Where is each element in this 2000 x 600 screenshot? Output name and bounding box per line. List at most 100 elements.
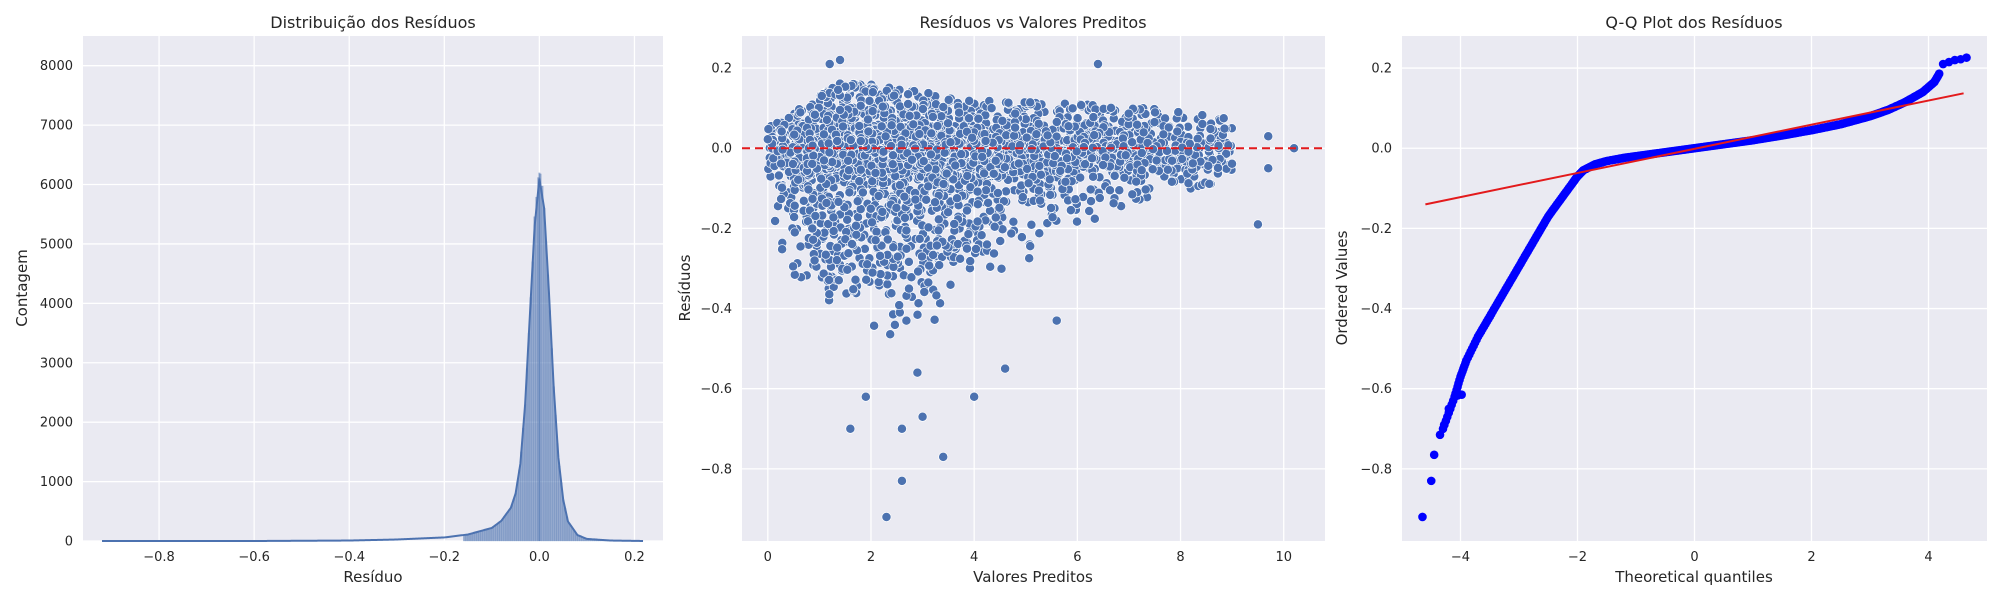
histogram-bar: [533, 216, 536, 542]
histogram-x-axis-label: Resíduo: [343, 568, 402, 586]
residual-point: [1034, 228, 1045, 239]
histogram-y-tick-label: 7000: [40, 119, 73, 134]
residual-point: [945, 279, 956, 290]
residual-point: [1008, 216, 1019, 227]
residual-point: [913, 266, 924, 277]
residual-point: [877, 206, 888, 217]
residual-point: [935, 298, 946, 309]
residual-point: [1204, 178, 1215, 189]
residual-point: [976, 230, 987, 241]
qq-tail-point: [1435, 430, 1445, 440]
residuals-scatter-y-axis-label: Resíduos: [676, 254, 694, 321]
residual-point: [988, 168, 999, 179]
residual-point: [855, 100, 866, 111]
residual-point: [901, 243, 912, 254]
residual-point: [903, 99, 914, 109]
residual-point: [1197, 119, 1208, 129]
residual-point: [990, 212, 1001, 223]
residual-point: [954, 107, 965, 118]
histogram-bar: [503, 516, 506, 542]
residual-point: [1109, 170, 1120, 181]
residual-point: [854, 121, 865, 131]
histogram-bar: [485, 529, 489, 542]
histogram-bar: [487, 528, 491, 542]
residual-point: [838, 121, 848, 132]
histogram-y-tick-label: 2000: [40, 416, 73, 431]
residual-point: [914, 233, 925, 244]
residual-point: [1088, 112, 1099, 123]
histogram-bar: [548, 310, 552, 542]
qq-tail-point: [1418, 512, 1427, 522]
residual-point: [876, 121, 887, 132]
residual-point: [1187, 158, 1198, 169]
qq-tail-point: [1426, 476, 1436, 486]
residual-point: [1149, 117, 1160, 128]
residual-point: [842, 214, 853, 225]
residuals-scatter-x-tick-label: 2: [867, 550, 875, 565]
residual-outlier-point: [860, 391, 871, 402]
histogram-bar: [474, 532, 477, 542]
residual-point: [917, 251, 927, 262]
residual-point: [1138, 127, 1149, 138]
qq-y-tick-label: −0.2: [1360, 222, 1392, 237]
histogram-bar: [478, 531, 481, 542]
residual-point: [867, 217, 877, 228]
residual-point: [850, 274, 861, 285]
residual-point: [901, 315, 912, 326]
histogram-bar: [544, 241, 548, 542]
residual-point: [865, 203, 876, 214]
residual-point: [900, 212, 910, 223]
residual-point: [1070, 194, 1081, 205]
qq-x-axis-label: Theoretical quantiles: [1614, 568, 1773, 586]
residuals-scatter-y-tick-label: 0.2: [711, 62, 732, 77]
residual-point: [1089, 213, 1100, 224]
residual-point: [803, 216, 813, 227]
residual-point: [809, 109, 820, 120]
residual-point: [943, 207, 954, 218]
residual-point: [845, 135, 856, 145]
residual-point: [1192, 133, 1203, 144]
histogram-y-tick-label: 1000: [40, 475, 73, 490]
residual-point: [770, 216, 781, 226]
residual-point: [795, 241, 806, 252]
qq-x-tick-label: −2: [1568, 550, 1587, 565]
histogram-x-ticks: −0.8 −0.6 −0.4 −0.2 0.0 0.2: [143, 550, 645, 565]
residual-point: [965, 182, 976, 193]
residual-point: [777, 182, 787, 193]
residuals-scatter-y-tick-label: −0.6: [700, 382, 732, 397]
histogram-bar: [506, 511, 510, 542]
qq-tail-point: [1429, 450, 1439, 460]
qq-tail-point: [1457, 390, 1466, 400]
residual-point: [843, 165, 854, 176]
residual-point: [921, 194, 932, 205]
qq-x-ticks: −4 −2 0 2 4: [1451, 550, 1933, 565]
histogram-y-tick-label: 3000: [40, 356, 73, 371]
histogram-x-tick-label: −0.6: [238, 550, 270, 565]
residual-outlier-point: [1051, 315, 1062, 326]
residuals-scatter-x-tick-label: 4: [970, 550, 978, 565]
residuals-scatter-title: Resíduos vs Valores Preditos: [919, 13, 1146, 32]
residual-point: [1017, 192, 1028, 203]
histogram-x-tick-label: −0.2: [429, 550, 461, 565]
residual-point: [882, 279, 893, 290]
residual-point: [1167, 155, 1178, 166]
residual-point: [807, 158, 818, 169]
residual-point: [776, 126, 787, 137]
residual-point: [891, 202, 902, 213]
residual-outlier-point: [912, 367, 923, 378]
residual-outlier-point: [1263, 163, 1274, 174]
residual-point: [977, 151, 988, 162]
residual-point: [823, 138, 834, 149]
residual-point: [926, 128, 937, 139]
residual-point: [1136, 148, 1147, 158]
residual-point: [923, 181, 934, 192]
residual-point: [964, 95, 975, 106]
residual-point: [873, 277, 884, 288]
residual-point: [807, 223, 818, 234]
histogram-bar: [493, 525, 496, 542]
residual-outlier-point: [1093, 59, 1103, 70]
residual-point: [793, 174, 804, 185]
histogram-bar: [501, 519, 504, 542]
residual-point: [885, 329, 896, 340]
residual-point: [972, 199, 983, 210]
